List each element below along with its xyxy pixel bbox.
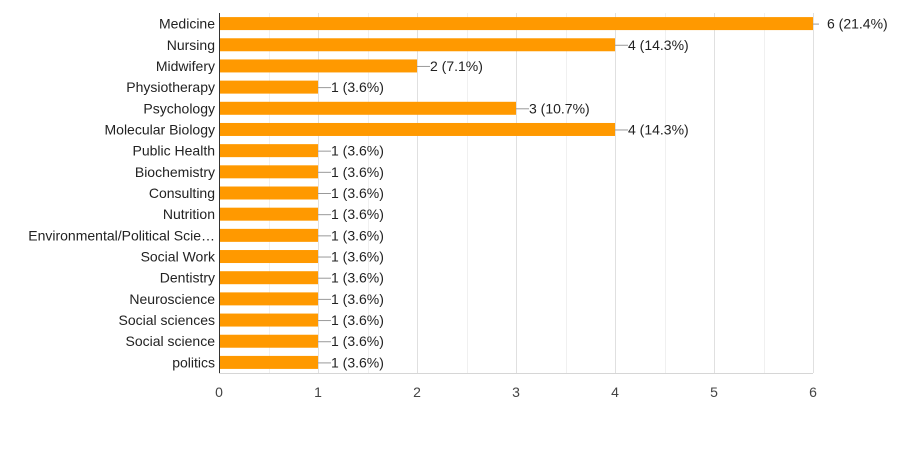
data-label: 1 (3.6%) bbox=[331, 270, 384, 286]
x-tick-label: 6 bbox=[809, 384, 817, 400]
bar bbox=[219, 80, 318, 94]
bar bbox=[219, 101, 516, 115]
data-label: 1 (3.6%) bbox=[331, 143, 384, 159]
grid-lines bbox=[219, 13, 814, 373]
axes bbox=[219, 13, 813, 374]
data-label: 1 (3.6%) bbox=[331, 354, 384, 370]
category-label: Social sciences bbox=[119, 312, 216, 328]
bar bbox=[219, 228, 318, 242]
category-label: Nutrition bbox=[163, 206, 215, 222]
x-tick-label: 3 bbox=[512, 384, 520, 400]
category-label: Consulting bbox=[149, 185, 215, 201]
data-label: 1 (3.6%) bbox=[331, 312, 384, 328]
labels: Medicine 6 (21.4%) Nursing 4 (14.3%) Midwife… bbox=[28, 16, 887, 400]
bar bbox=[219, 207, 318, 221]
category-label: Molecular Biology bbox=[105, 121, 216, 137]
bar bbox=[219, 334, 318, 348]
bar bbox=[219, 355, 318, 369]
data-label: 1 (3.6%) bbox=[331, 249, 384, 265]
data-label: 1 (3.6%) bbox=[331, 333, 384, 349]
category-label: Public Health bbox=[133, 143, 216, 159]
data-label: 1 (3.6%) bbox=[331, 79, 384, 95]
x-tick-label: 0 bbox=[215, 384, 223, 400]
data-label: 1 (3.6%) bbox=[331, 291, 384, 307]
category-label: Neuroscience bbox=[129, 291, 215, 307]
x-tick-label: 2 bbox=[413, 384, 421, 400]
data-label: 1 (3.6%) bbox=[331, 185, 384, 201]
bar bbox=[219, 292, 318, 306]
x-tick-label: 5 bbox=[710, 384, 718, 400]
category-label: Nursing bbox=[167, 37, 215, 53]
category-label: Physiotherapy bbox=[126, 79, 215, 95]
category-label: Social science bbox=[126, 333, 216, 349]
x-tick-label: 1 bbox=[314, 384, 322, 400]
category-label: Biochemistry bbox=[135, 164, 215, 180]
bar bbox=[219, 38, 615, 52]
category-label: Dentistry bbox=[160, 270, 215, 286]
category-label: Midwifery bbox=[156, 58, 215, 74]
bar bbox=[219, 271, 318, 285]
bar bbox=[219, 186, 318, 200]
category-label: Social Work bbox=[141, 249, 216, 265]
data-label: 4 (14.3%) bbox=[628, 37, 689, 53]
category-label: Psychology bbox=[143, 100, 215, 116]
bar bbox=[219, 122, 615, 136]
bar bbox=[219, 59, 417, 73]
category-label: politics bbox=[172, 354, 215, 370]
data-label: 3 (10.7%) bbox=[529, 100, 590, 116]
bar bbox=[219, 17, 813, 31]
x-tick-label: 4 bbox=[611, 384, 619, 400]
bar bbox=[219, 165, 318, 179]
category-label: Environmental/Political Scie… bbox=[28, 227, 215, 243]
data-label: 4 (14.3%) bbox=[628, 121, 689, 137]
bars bbox=[219, 17, 813, 369]
data-label: 1 (3.6%) bbox=[331, 227, 384, 243]
bar bbox=[219, 144, 318, 158]
category-label: Medicine bbox=[159, 16, 215, 32]
data-label: 1 (3.6%) bbox=[331, 206, 384, 222]
data-label: 2 (7.1%) bbox=[430, 58, 483, 74]
bar bbox=[219, 313, 318, 327]
data-label: 1 (3.6%) bbox=[331, 164, 384, 180]
bar bbox=[219, 250, 318, 264]
data-label: 6 (21.4%) bbox=[827, 16, 888, 32]
